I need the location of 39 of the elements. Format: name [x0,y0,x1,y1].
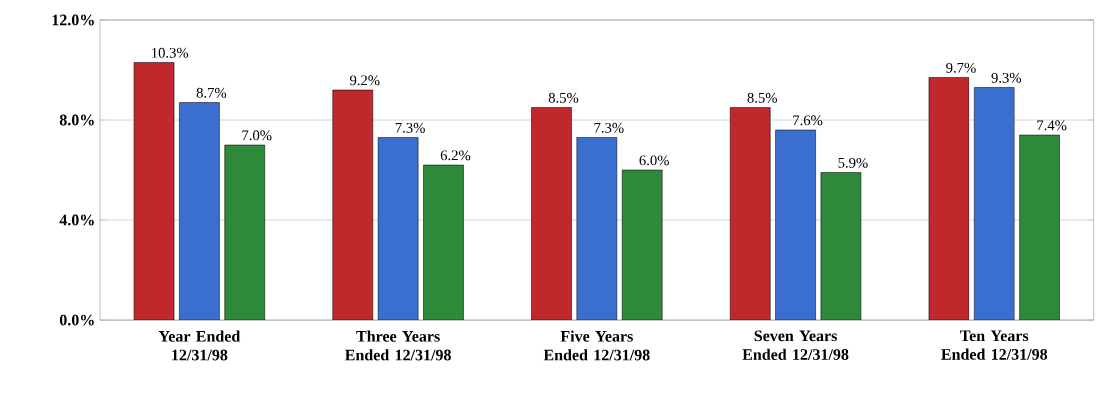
data-label: 7.3% [395,122,425,133]
x-tick-label: Five Years Ended 12/31/98 [543,330,650,361]
bar [224,144,266,320]
bar [423,164,464,320]
x-tick-label: Year Ended 12/31/98 [158,330,241,361]
bar [179,102,220,320]
y-tick-label: 0.0% [59,314,94,326]
bar [621,169,663,320]
bar [974,87,1015,320]
x-tick-label: Ten Years Ended 12/31/98 [941,330,1048,360]
data-label: 10.3% [152,47,189,58]
data-label: 6.0% [639,155,669,166]
bar [531,107,572,320]
bar [1019,134,1060,320]
y-tick-label: 8.0% [59,114,94,126]
data-label: 7.3% [594,122,624,133]
data-label: 8.5% [548,92,579,103]
bar [377,137,419,320]
bar [928,77,970,320]
bar [820,172,862,320]
x-tick-label: Seven Years Ended 12/31/98 [742,330,849,360]
data-label: 5.9% [838,157,868,168]
data-label: 9.7% [946,62,976,73]
data-label: 8.7% [196,87,227,98]
bar [133,62,175,320]
bar [332,89,374,320]
data-label: 7.0% [242,130,272,141]
bar [576,137,618,320]
data-label: 7.6% [793,115,823,126]
bar [775,129,816,320]
y-tick-label: 12.0% [52,14,94,26]
data-label: 7.4% [1037,120,1067,131]
y-tick-label: 4.0% [59,214,94,226]
bar [729,107,771,320]
data-label: 8.5% [747,92,777,103]
data-label: 9.3% [991,72,1022,83]
data-label: 9.2% [349,75,380,86]
data-label: 6.2% [440,150,471,161]
x-tick-label: Three Years Ended 12/31/98 [345,330,451,361]
